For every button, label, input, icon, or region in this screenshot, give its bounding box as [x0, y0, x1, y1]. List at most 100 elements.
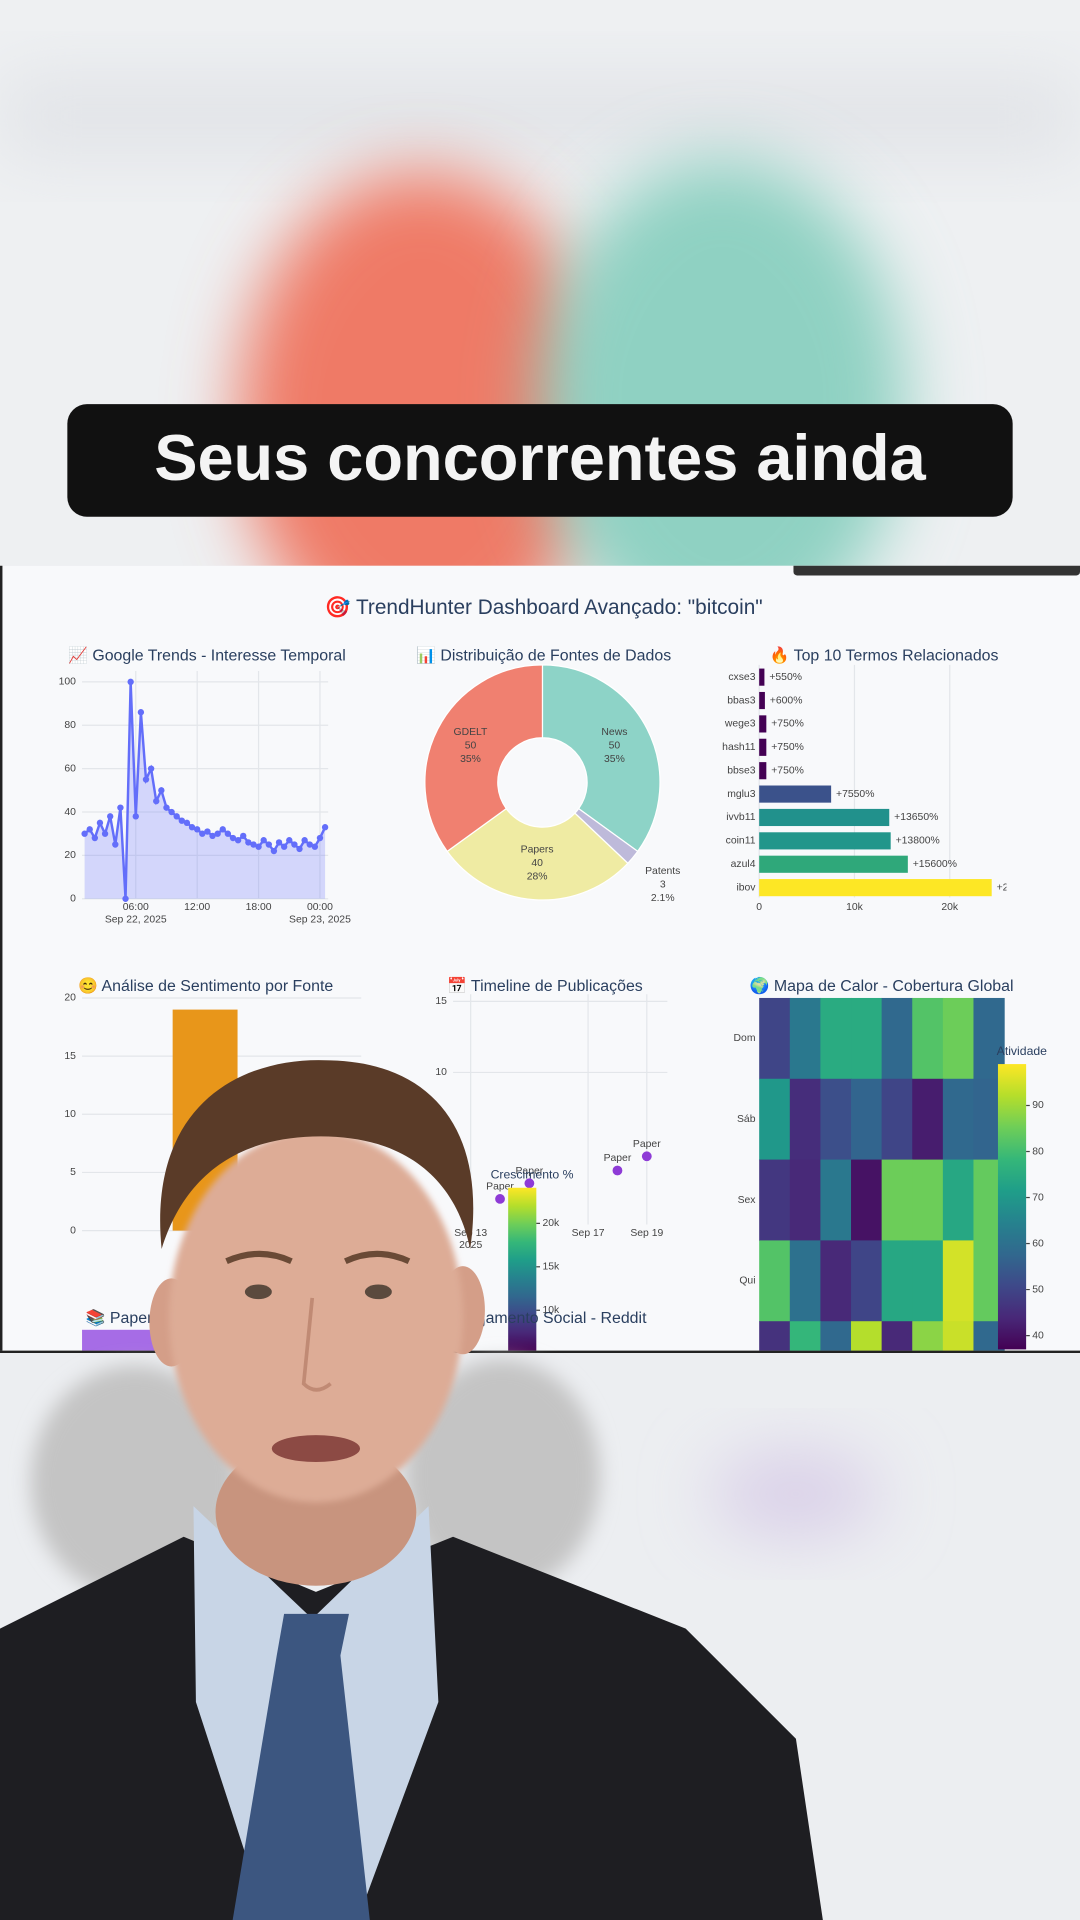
- colorbar: [508, 1187, 537, 1351]
- point: [199, 830, 206, 837]
- point: [612, 1165, 623, 1176]
- point: [234, 837, 242, 844]
- area: [84, 681, 326, 899]
- point: [122, 895, 129, 902]
- panel-title: 🔥 Top 10 Termos Relacionados: [770, 646, 999, 665]
- point: [240, 832, 247, 840]
- heat-cell: [881, 1159, 913, 1242]
- slice-percent: 35%: [460, 754, 481, 765]
- value-label: +7550%: [836, 789, 874, 800]
- value-label: +600%: [770, 695, 803, 706]
- bar: [759, 879, 992, 897]
- y-tick-label: ivvb11: [726, 812, 755, 823]
- pie-slice: [424, 664, 544, 853]
- point: [275, 839, 283, 846]
- point: [183, 819, 191, 827]
- colorbar-tick-label: 20k: [542, 1218, 560, 1229]
- heat-cell: [851, 1321, 883, 1351]
- pie-slice: [446, 807, 629, 901]
- bar: [759, 668, 765, 686]
- point: [311, 843, 319, 850]
- value-label: +750%: [771, 719, 804, 730]
- point-label: Paper: [486, 1181, 514, 1192]
- point: [255, 843, 262, 850]
- y-tick-label: cxse3: [728, 672, 755, 683]
- heat-cell: [942, 1078, 975, 1161]
- point: [112, 841, 119, 848]
- point: [86, 826, 93, 833]
- value-label: +24400%: [997, 882, 1041, 893]
- heat-cell: [820, 997, 852, 1080]
- colorbar-tick-label: 60: [1032, 1238, 1044, 1249]
- point: [153, 797, 160, 805]
- x-tick-label: 12:00: [184, 902, 210, 913]
- y-tick-label: 0: [70, 1225, 76, 1236]
- colorbar-tick-label: 70: [1032, 1192, 1044, 1203]
- colorbar-tick-label: 10k: [542, 1305, 560, 1316]
- x-tick-label: 20k: [941, 902, 959, 913]
- y-tick-label: 40: [64, 807, 76, 818]
- point: [250, 841, 257, 848]
- y-tick-label: hash11: [722, 742, 756, 753]
- x-tick-label: 18:00: [246, 902, 272, 913]
- x-tick-label: 10k: [846, 902, 864, 913]
- bar: [759, 808, 890, 827]
- point: [265, 841, 272, 848]
- heat-cell: [820, 1078, 852, 1161]
- point: [214, 830, 221, 837]
- point: [224, 830, 232, 837]
- heat-cell: [942, 997, 975, 1080]
- panel-title: ngajamento Social - Reddit: [456, 1310, 648, 1327]
- panel-title: 📚 Papers: [86, 1309, 161, 1327]
- x-tick-sublabel: Sep 22, 2025: [105, 914, 167, 925]
- panel-title: 📈 Google Trends - Interesse Temporal: [68, 646, 346, 665]
- pie-slice: [541, 664, 661, 853]
- heat-cell: [912, 1321, 944, 1351]
- value-label: +750%: [771, 765, 804, 776]
- y-tick-label: 20: [64, 993, 76, 1004]
- point: [163, 804, 170, 811]
- bar: [759, 691, 765, 710]
- bar: [759, 832, 891, 850]
- x-tick-label: 06:00: [123, 902, 149, 913]
- point: [158, 787, 165, 794]
- heat-cell: [912, 1240, 944, 1322]
- slice-percent: 2.1%: [651, 893, 675, 904]
- colorbar-title: Atividade: [997, 1044, 1048, 1058]
- panel-title: 🌍 Mapa de Calor - Cobertura Global: [750, 976, 1014, 995]
- point: [291, 841, 298, 848]
- point: [81, 830, 88, 837]
- x-tick-label: 00:00: [307, 902, 333, 913]
- point: [173, 813, 180, 820]
- point: [260, 837, 267, 844]
- point: [178, 817, 186, 824]
- slice-value: 50: [465, 740, 477, 751]
- y-tick-label: 20: [64, 850, 76, 861]
- y-tick-label: Qui: [739, 1276, 755, 1287]
- y-tick-label: Dom: [734, 1033, 756, 1044]
- heat-cell: [759, 997, 791, 1080]
- heat-cell: [789, 1321, 822, 1351]
- heat-cell: [881, 1321, 913, 1351]
- y-tick-label: wege3: [724, 719, 756, 730]
- x-tick-sublabel: 2025: [459, 1240, 482, 1251]
- slice-value: 50: [609, 740, 621, 751]
- heat-cell: [820, 1321, 852, 1351]
- point: [316, 834, 324, 842]
- point: [107, 813, 114, 820]
- heat-cell: [820, 1159, 852, 1242]
- point-label: Paper: [516, 1166, 544, 1177]
- bar: [759, 738, 767, 756]
- y-tick-label: azul4: [731, 859, 756, 870]
- value-label: +750%: [771, 742, 804, 753]
- y-tick-label: 15: [64, 1051, 76, 1062]
- y-tick-label: 10: [435, 1067, 447, 1078]
- caption: Seus concorrentes ainda: [154, 421, 926, 494]
- point: [91, 834, 99, 842]
- point: [524, 1178, 535, 1189]
- point: [209, 832, 216, 840]
- point: [280, 843, 288, 850]
- bar-group: 0 10k 20k +550% +600% +750% +750% +750% +7550% +1…: [756, 664, 1041, 913]
- bar: [759, 715, 767, 733]
